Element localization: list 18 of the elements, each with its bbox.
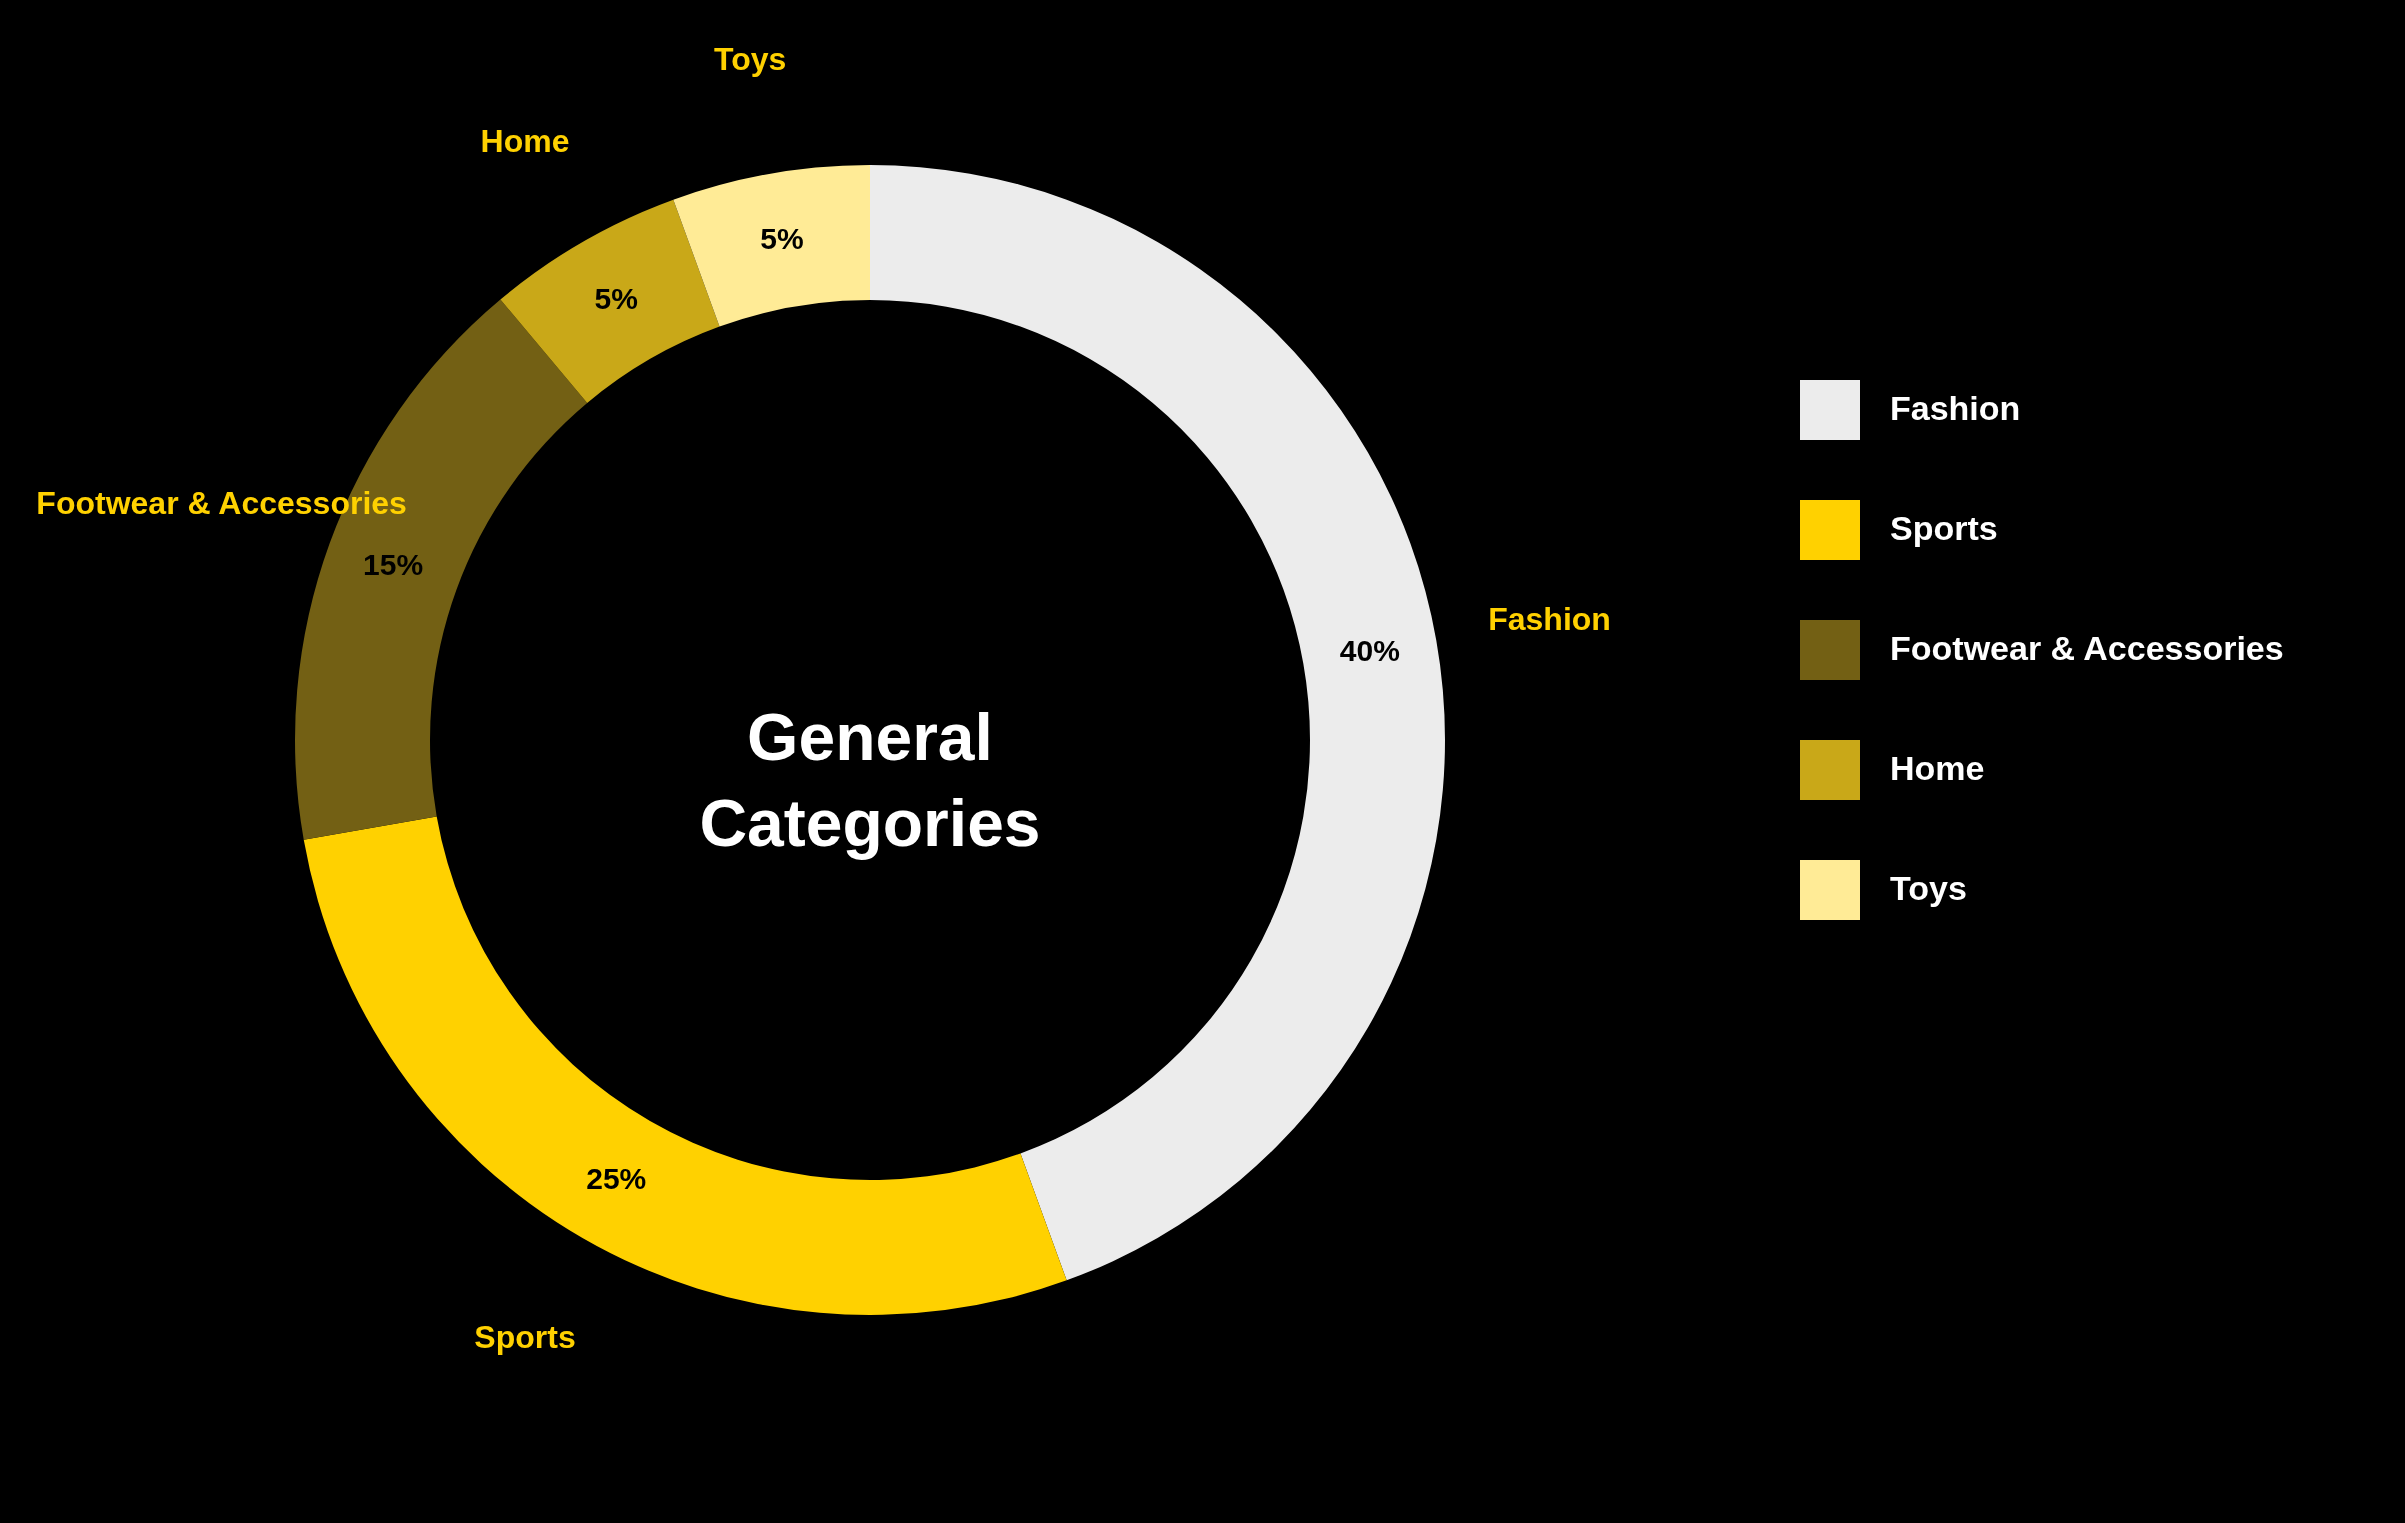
slice-label: Fashion <box>1488 601 1611 638</box>
legend-label: Toys <box>1890 869 1967 907</box>
data-label: 5% <box>760 222 804 256</box>
legend-label: Home <box>1890 749 1985 787</box>
donut-slice <box>500 199 720 403</box>
data-label: 25% <box>586 1161 647 1195</box>
legend-label: Footwear & Accessories <box>1890 629 2284 667</box>
donut-slice <box>673 165 870 327</box>
slice-label: Home <box>480 123 570 160</box>
text: General Categories <box>699 700 1041 860</box>
slice-label: Footwear & Accessories <box>36 485 407 522</box>
data-label: 15% <box>363 548 424 582</box>
slice-label: Toys <box>714 41 787 78</box>
legend-label: Sports <box>1890 509 1998 547</box>
data-label: 40% <box>1339 633 1400 667</box>
data-label: 5% <box>594 282 638 316</box>
slice-label: Sports <box>474 1318 576 1355</box>
legend-label: Fashion <box>1890 389 2021 427</box>
